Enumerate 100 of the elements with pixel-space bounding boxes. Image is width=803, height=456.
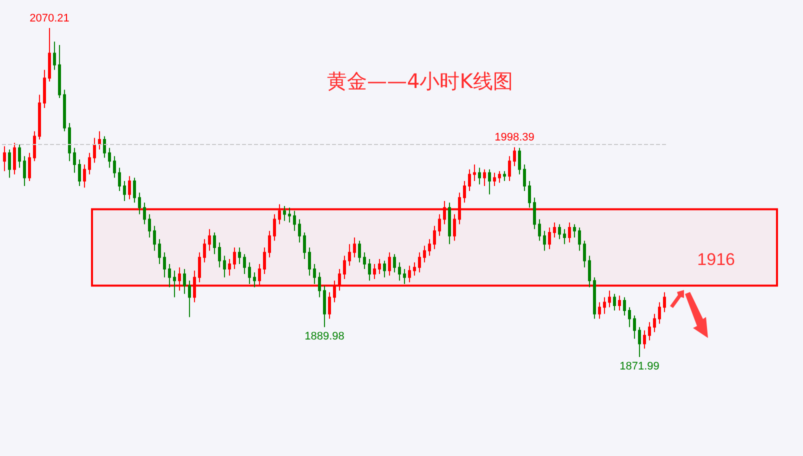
candlestick [583,240,586,268]
candlestick [368,258,371,282]
candlestick [93,137,96,164]
candlestick [348,244,351,266]
candlestick [588,255,591,288]
candlestick [138,192,141,215]
candlestick [548,227,551,250]
candlestick [68,122,71,162]
candlestick [503,170,506,182]
candlestick [408,265,411,283]
candlestick [308,246,311,276]
candlestick [443,200,446,225]
candlestick [598,302,601,320]
candlestick [323,285,326,328]
candlestick [563,228,566,245]
candlestick [558,224,561,240]
candlestick [13,142,16,175]
candlestick [393,254,396,273]
candlestick [258,264,261,286]
candlestick [53,41,56,70]
candlestick [473,164,476,182]
candlestick [638,326,641,358]
candlestick [293,210,296,232]
candlestick [213,232,216,255]
candlestick [128,176,131,200]
candlestick [333,280,336,303]
candlestick [423,245,426,263]
candlestick [303,232,306,260]
candlestick [653,313,656,333]
annotation: 1889.98 [304,330,344,343]
text: 1916 [697,250,736,269]
candlestick [83,164,86,188]
candlestick [328,292,331,320]
candlestick [63,89,66,132]
annotation: 1998.39 [494,132,534,144]
candlestick [343,255,346,280]
candlestick [378,258,381,274]
candlestick [523,164,526,192]
candlestick [183,268,186,294]
candlestick [198,252,201,283]
candlestick [118,167,121,192]
candlestick [28,152,31,182]
candlestick [628,306,631,328]
candlestick [363,252,366,270]
candlestick [573,224,576,238]
candlestick [223,255,226,278]
annotation: 1871.99 [620,360,660,372]
candlestick [353,236,356,258]
candlestick [178,266,181,292]
candlestick [608,290,611,308]
candlestick [73,147,76,174]
candlestick [453,214,456,242]
candlestick [153,225,156,252]
candlestick [388,252,391,276]
candlestick [478,167,481,185]
candlestick [268,230,271,258]
candlestick [623,296,626,316]
candlestick [218,242,221,268]
candlestick [398,262,401,282]
candlestick [528,180,531,208]
candlestick [278,204,281,225]
candlestick [18,144,21,168]
candlestick [658,302,661,324]
candlestick [413,262,416,276]
candlestick [618,295,621,312]
candlestick [663,292,666,313]
candlestick [263,246,266,274]
candlestick [253,272,256,288]
candlestick [418,252,421,273]
annotation: 2070.21 [30,12,70,24]
candlestick [48,28,51,82]
candlestick [373,264,376,280]
candlestick [98,130,101,150]
candlestick [168,264,171,288]
candlestick [133,177,136,204]
candlestick [463,180,466,204]
candlestick [233,246,236,270]
candlestick [488,168,491,195]
candlestick [338,268,341,292]
candlestick [113,156,116,178]
candlestick [578,227,581,252]
candlestick [243,254,246,274]
candlestick [433,225,436,250]
candlestick [203,238,206,263]
candlestick [508,156,511,182]
candlestick [458,192,461,225]
candlestick [513,146,516,167]
candlestick [518,147,521,175]
text: 黄金——4小时K线图 [327,69,513,93]
candlestick [313,264,316,284]
candlestick [23,156,26,187]
candlestick [383,260,386,278]
candlestick [468,168,471,192]
candlestick [543,230,546,252]
candlestick [208,228,211,252]
candlestick [643,330,646,350]
candlestick [493,172,496,187]
candlestick [648,322,651,341]
candlestick [633,314,636,340]
candlestick [38,94,41,140]
